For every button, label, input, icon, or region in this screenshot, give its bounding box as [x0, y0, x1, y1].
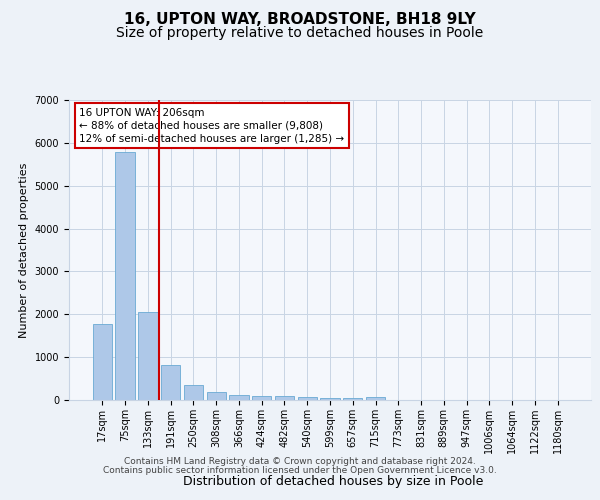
Bar — [320, 398, 340, 400]
Bar — [161, 365, 181, 400]
Bar — [138, 312, 158, 400]
Bar — [184, 386, 203, 400]
Text: Contains public sector information licensed under the Open Government Licence v3: Contains public sector information licen… — [103, 466, 497, 475]
Bar — [93, 324, 112, 400]
Bar — [366, 397, 385, 400]
Text: 16, UPTON WAY, BROADSTONE, BH18 9LY: 16, UPTON WAY, BROADSTONE, BH18 9LY — [124, 12, 476, 28]
Y-axis label: Number of detached properties: Number of detached properties — [19, 162, 29, 338]
Text: 16 UPTON WAY: 206sqm
← 88% of detached houses are smaller (9,808)
12% of semi-de: 16 UPTON WAY: 206sqm ← 88% of detached h… — [79, 108, 344, 144]
Bar — [275, 396, 294, 400]
Bar — [115, 152, 135, 400]
Bar — [298, 397, 317, 400]
Bar — [343, 398, 362, 400]
Bar — [206, 392, 226, 400]
Text: Distribution of detached houses by size in Poole: Distribution of detached houses by size … — [183, 474, 483, 488]
Bar — [229, 395, 248, 400]
Text: Size of property relative to detached houses in Poole: Size of property relative to detached ho… — [116, 26, 484, 40]
Text: Contains HM Land Registry data © Crown copyright and database right 2024.: Contains HM Land Registry data © Crown c… — [124, 457, 476, 466]
Bar — [252, 396, 271, 400]
